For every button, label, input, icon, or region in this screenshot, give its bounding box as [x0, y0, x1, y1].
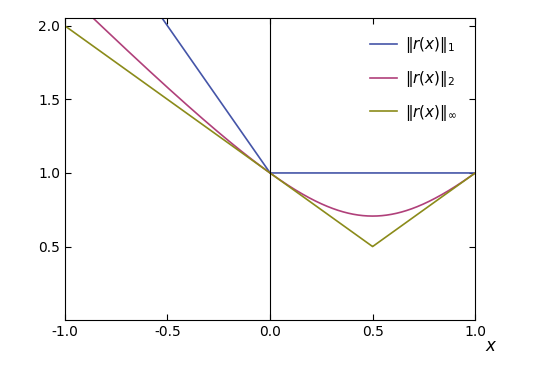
$\|r(x)\|_2$	[472, 171, 478, 175]
$\|r(x)\|_2$	[83, 9, 89, 13]
$\|r(x)\|_2$	[369, 214, 376, 218]
$\|r(x)\|_1$	[460, 171, 467, 175]
$\|r(x)\|_2$	[460, 179, 467, 183]
$\|r(x)\|_\infty$	[369, 244, 376, 249]
$\|r(x)\|_\infty$	[83, 39, 89, 43]
$\|r(x)\|_1$	[460, 171, 467, 175]
$\|r(x)\|_\infty$	[261, 167, 268, 171]
Line: $\|r(x)\|_2$: $\|r(x)\|_2$	[65, 0, 475, 216]
$\|r(x)\|_\infty$	[250, 159, 256, 163]
$\|r(x)\|_2$	[250, 159, 256, 163]
$\|r(x)\|_1$	[385, 171, 392, 175]
X-axis label: $x$: $x$	[485, 337, 498, 355]
$\|r(x)\|_\infty$	[62, 24, 68, 28]
$\|r(x)\|_1$	[267, 171, 273, 175]
$\|r(x)\|_2$	[385, 213, 392, 217]
Line: $\|r(x)\|_1$: $\|r(x)\|_1$	[65, 0, 475, 173]
$\|r(x)\|_\infty$	[472, 171, 478, 175]
$\|r(x)\|_\infty$	[460, 179, 467, 184]
$\|r(x)\|_\infty$	[385, 233, 392, 238]
$\|r(x)\|_2$	[261, 167, 268, 171]
$\|r(x)\|_2$	[460, 179, 467, 183]
$\|r(x)\|_1$	[472, 171, 478, 175]
$\|r(x)\|_\infty$	[460, 179, 467, 184]
$\|r(x)\|_1$	[261, 163, 268, 167]
Line: $\|r(x)\|_\infty$: $\|r(x)\|_\infty$	[65, 26, 475, 247]
$\|r(x)\|_1$	[250, 147, 256, 152]
Legend: $\|r(x)\|_1$, $\|r(x)\|_2$, $\|r(x)\|_\infty$: $\|r(x)\|_1$, $\|r(x)\|_2$, $\|r(x)\|_\i…	[364, 29, 463, 129]
